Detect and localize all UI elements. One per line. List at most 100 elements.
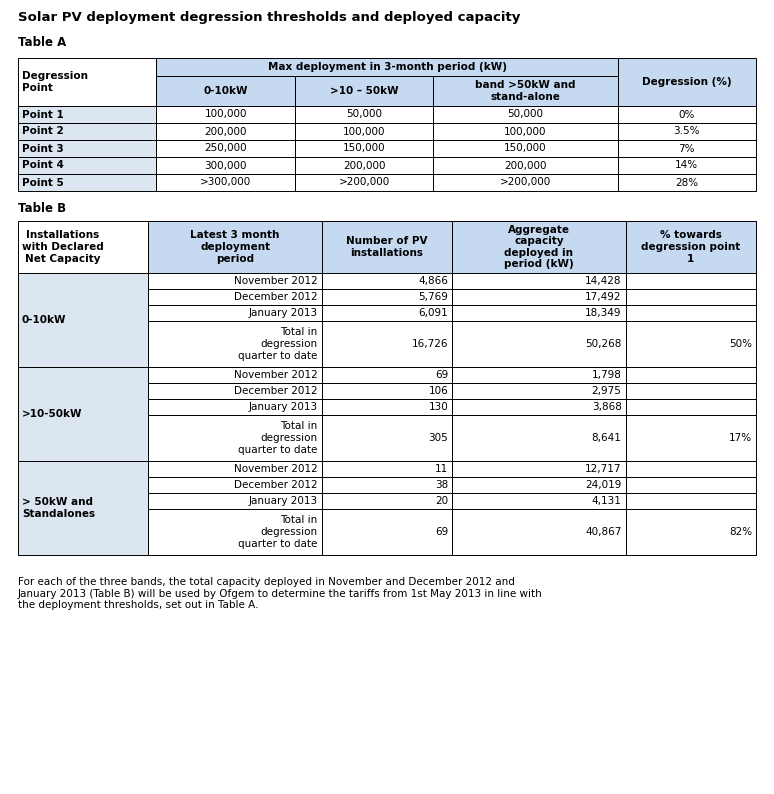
Text: 200,000: 200,000 bbox=[204, 126, 247, 137]
Text: 6,091: 6,091 bbox=[419, 308, 448, 318]
Bar bbox=[625, 383, 756, 399]
Text: November 2012: November 2012 bbox=[234, 464, 318, 474]
Text: 50,268: 50,268 bbox=[585, 339, 622, 349]
Bar bbox=[452, 477, 625, 493]
Text: 14,428: 14,428 bbox=[585, 276, 622, 286]
Text: 200,000: 200,000 bbox=[343, 160, 385, 171]
Text: 18,349: 18,349 bbox=[585, 308, 622, 318]
Text: 82%: 82% bbox=[729, 527, 752, 537]
Bar bbox=[452, 415, 625, 461]
Text: 38: 38 bbox=[435, 480, 448, 490]
Text: Aggregate
capacity
deployed in
period (kW): Aggregate capacity deployed in period (k… bbox=[504, 225, 574, 269]
Bar bbox=[322, 305, 452, 321]
Bar bbox=[452, 461, 625, 477]
Bar bbox=[322, 477, 452, 493]
Text: 16,726: 16,726 bbox=[412, 339, 448, 349]
Text: 50%: 50% bbox=[729, 339, 752, 349]
Text: January 2013: January 2013 bbox=[248, 402, 318, 412]
Bar bbox=[149, 461, 322, 477]
Bar bbox=[625, 399, 756, 415]
Bar bbox=[322, 461, 452, 477]
Text: 0-10kW: 0-10kW bbox=[22, 315, 67, 325]
Text: Latest 3 month
deployment
period: Latest 3 month deployment period bbox=[190, 230, 279, 264]
Text: >200,000: >200,000 bbox=[500, 178, 551, 187]
Bar bbox=[149, 273, 322, 289]
Text: November 2012: November 2012 bbox=[234, 276, 318, 286]
Text: Table A: Table A bbox=[18, 36, 67, 48]
Bar bbox=[322, 509, 452, 555]
Text: Table B: Table B bbox=[18, 202, 66, 215]
Bar bbox=[618, 106, 756, 123]
Text: 17,492: 17,492 bbox=[585, 292, 622, 302]
Text: 2,975: 2,975 bbox=[591, 386, 622, 396]
Bar bbox=[618, 123, 756, 140]
Text: January 2013: January 2013 bbox=[248, 496, 318, 506]
Bar bbox=[618, 174, 756, 191]
Text: 40,867: 40,867 bbox=[585, 527, 622, 537]
Text: >10-50kW: >10-50kW bbox=[22, 409, 83, 419]
Bar bbox=[322, 221, 452, 273]
Text: 200,000: 200,000 bbox=[504, 160, 546, 171]
Bar bbox=[18, 140, 156, 157]
Bar bbox=[452, 367, 625, 383]
Bar bbox=[295, 123, 433, 140]
Bar bbox=[18, 157, 156, 174]
Text: band >50kW and
stand-alone: band >50kW and stand-alone bbox=[475, 80, 576, 102]
Bar bbox=[156, 58, 618, 76]
Bar bbox=[156, 140, 295, 157]
Bar bbox=[625, 509, 756, 555]
Bar bbox=[156, 76, 295, 106]
Bar bbox=[452, 383, 625, 399]
Bar bbox=[156, 157, 295, 174]
Text: 50,000: 50,000 bbox=[508, 110, 543, 120]
Bar bbox=[625, 367, 756, 383]
Text: 7%: 7% bbox=[679, 144, 695, 153]
Bar bbox=[625, 493, 756, 509]
Bar bbox=[18, 174, 156, 191]
Bar bbox=[149, 289, 322, 305]
Text: 0%: 0% bbox=[679, 110, 695, 120]
Text: 50,000: 50,000 bbox=[346, 110, 382, 120]
Text: December 2012: December 2012 bbox=[235, 386, 318, 396]
Bar bbox=[322, 493, 452, 509]
Text: >200,000: >200,000 bbox=[338, 178, 390, 187]
Bar bbox=[149, 221, 322, 273]
Text: Total in
degression
quarter to date: Total in degression quarter to date bbox=[238, 422, 318, 455]
Text: 3,868: 3,868 bbox=[591, 402, 622, 412]
Text: Max deployment in 3-month period (kW): Max deployment in 3-month period (kW) bbox=[268, 62, 506, 72]
Text: November 2012: November 2012 bbox=[234, 370, 318, 380]
Bar bbox=[18, 123, 156, 140]
Text: Degression
Point: Degression Point bbox=[22, 71, 88, 93]
Bar bbox=[618, 140, 756, 157]
Bar bbox=[149, 305, 322, 321]
Bar bbox=[156, 174, 295, 191]
Text: 17%: 17% bbox=[729, 433, 752, 443]
Text: 130: 130 bbox=[429, 402, 448, 412]
Text: 4,866: 4,866 bbox=[418, 276, 448, 286]
Bar bbox=[18, 58, 156, 106]
Bar bbox=[322, 321, 452, 367]
Bar bbox=[149, 415, 322, 461]
Text: 300,000: 300,000 bbox=[204, 160, 247, 171]
Text: 12,717: 12,717 bbox=[585, 464, 622, 474]
Bar bbox=[156, 106, 295, 123]
Bar bbox=[322, 289, 452, 305]
Bar bbox=[149, 321, 322, 367]
Text: Total in
degression
quarter to date: Total in degression quarter to date bbox=[238, 327, 318, 360]
Text: > 50kW and
Standalones: > 50kW and Standalones bbox=[22, 497, 95, 518]
Bar bbox=[452, 221, 625, 273]
Bar bbox=[149, 367, 322, 383]
Bar bbox=[295, 76, 433, 106]
Bar bbox=[452, 399, 625, 415]
Bar bbox=[618, 58, 756, 106]
Bar bbox=[625, 477, 756, 493]
Bar bbox=[149, 399, 322, 415]
Text: 150,000: 150,000 bbox=[343, 144, 385, 153]
Text: 14%: 14% bbox=[675, 160, 698, 171]
Text: 0-10kW: 0-10kW bbox=[204, 86, 248, 96]
Text: 4,131: 4,131 bbox=[591, 496, 622, 506]
Bar bbox=[452, 321, 625, 367]
Bar bbox=[625, 461, 756, 477]
Bar bbox=[156, 123, 295, 140]
Text: Solar PV deployment degression thresholds and deployed capacity: Solar PV deployment degression threshold… bbox=[18, 11, 520, 25]
